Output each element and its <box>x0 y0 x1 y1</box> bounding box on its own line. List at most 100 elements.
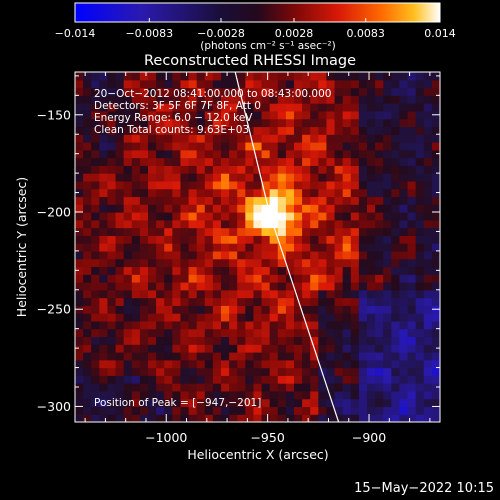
heatmap-cell <box>156 219 165 229</box>
heatmap-cell <box>83 274 92 283</box>
heatmap-cell <box>302 72 311 81</box>
heatmap-cell <box>431 282 440 291</box>
heatmap-cell <box>326 87 336 96</box>
heatmap-cell <box>399 344 409 353</box>
heatmap-cell <box>139 328 149 338</box>
heatmap-cell <box>131 266 141 275</box>
heatmap-cell <box>172 390 182 400</box>
heatmap-cell <box>375 204 384 213</box>
heatmap-cell <box>156 274 165 283</box>
heatmap-cell <box>83 118 92 128</box>
heatmap-cell <box>342 173 352 182</box>
heatmap-cell <box>245 180 255 190</box>
heatmap-cell <box>310 188 319 198</box>
heatmap-cell <box>139 313 149 322</box>
heatmap-cell <box>115 414 125 422</box>
heatmap-cell <box>188 95 198 104</box>
heatmap-cell <box>212 250 222 260</box>
heatmap-cell <box>391 305 401 314</box>
heatmap-cell <box>245 336 255 345</box>
heatmap-cell <box>350 289 360 299</box>
heatmap-cell <box>358 188 368 198</box>
heatmap-cell <box>212 72 222 81</box>
heatmap-cell <box>367 289 376 299</box>
heatmap-cell <box>212 352 222 361</box>
heatmap-cell <box>342 110 352 120</box>
heatmap-cell <box>99 406 109 415</box>
heatmap-cell <box>423 328 433 338</box>
heatmap-cell <box>399 274 409 283</box>
heatmap-cell <box>310 165 319 174</box>
heatmap-cell <box>415 196 425 205</box>
heatmap-cell <box>423 95 433 104</box>
heatmap-cell <box>139 383 149 392</box>
heatmap-cell <box>423 126 433 135</box>
heatmap-cell <box>204 390 214 400</box>
heatmap-cell <box>391 212 401 221</box>
heatmap-cell <box>310 398 319 408</box>
heatmap-cell <box>204 188 214 198</box>
heatmap-cell <box>269 219 279 229</box>
heatmap-cell <box>237 103 246 112</box>
heatmap-cell <box>423 274 433 283</box>
heatmap-cell <box>164 235 173 244</box>
heatmap-cell <box>302 336 311 345</box>
heatmap-cell <box>245 157 255 166</box>
heatmap-cell <box>415 390 425 400</box>
heatmap-cell <box>221 157 230 166</box>
heatmap-cell <box>75 173 84 182</box>
heatmap-cell <box>75 359 84 369</box>
heatmap-cell <box>399 243 409 252</box>
heatmap-cell <box>245 118 255 128</box>
heatmap-cell <box>367 165 376 174</box>
heatmap-cell <box>407 87 417 96</box>
heatmap-cell <box>334 375 344 384</box>
heatmap-cell <box>204 87 214 96</box>
heatmap-cell <box>277 414 287 422</box>
heatmap-cell <box>180 103 190 112</box>
heatmap-cell <box>156 336 165 345</box>
heatmap-cell <box>99 188 109 198</box>
heatmap-cell <box>107 103 117 112</box>
heatmap-cell <box>415 243 425 252</box>
heatmap-cell <box>285 313 295 322</box>
heatmap-cell <box>164 227 173 236</box>
heatmap-cell <box>423 243 433 252</box>
heatmap-cell <box>407 204 417 213</box>
heatmap-cell <box>172 126 182 135</box>
heatmap-cell <box>221 328 230 338</box>
heatmap-cell <box>391 235 401 244</box>
heatmap-cell <box>367 243 376 252</box>
heatmap-cell <box>415 110 425 120</box>
heatmap-cell <box>350 110 360 120</box>
heatmap-cell <box>75 79 84 89</box>
heatmap-cell <box>83 87 92 96</box>
heatmap-cell <box>269 243 279 252</box>
heatmap-cell <box>123 118 133 128</box>
heatmap-cell <box>180 219 190 229</box>
colorbar-unit-label: (photons cm⁻² s⁻¹ asec⁻²) <box>200 40 335 52</box>
heatmap-cell <box>261 219 271 229</box>
heatmap-cell <box>334 212 344 221</box>
heatmap-cell <box>139 165 149 174</box>
heatmap-cell <box>318 344 328 353</box>
heatmap-cell <box>431 359 440 369</box>
heatmap-cell <box>221 188 230 198</box>
heatmap-cell <box>196 266 206 275</box>
heatmap-cell <box>318 157 328 166</box>
heatmap-cell <box>188 188 198 198</box>
heatmap-cell <box>326 219 336 229</box>
annotation-time-range: 20−Oct−2012 08:41:00.000 to 08:43:00.000 <box>94 88 332 100</box>
heatmap-cell <box>212 297 222 306</box>
heatmap-cell <box>277 235 287 244</box>
heatmap-cell <box>99 79 109 89</box>
heatmap-cell <box>204 134 214 143</box>
heatmap-cell <box>253 414 263 422</box>
heatmap-cell <box>180 227 190 236</box>
heatmap-cell <box>253 390 263 400</box>
heatmap-cell <box>107 227 117 236</box>
heatmap-cell <box>277 219 287 229</box>
heatmap-cell <box>188 297 198 306</box>
heatmap-cell <box>172 103 182 112</box>
heatmap-cell <box>107 95 117 104</box>
